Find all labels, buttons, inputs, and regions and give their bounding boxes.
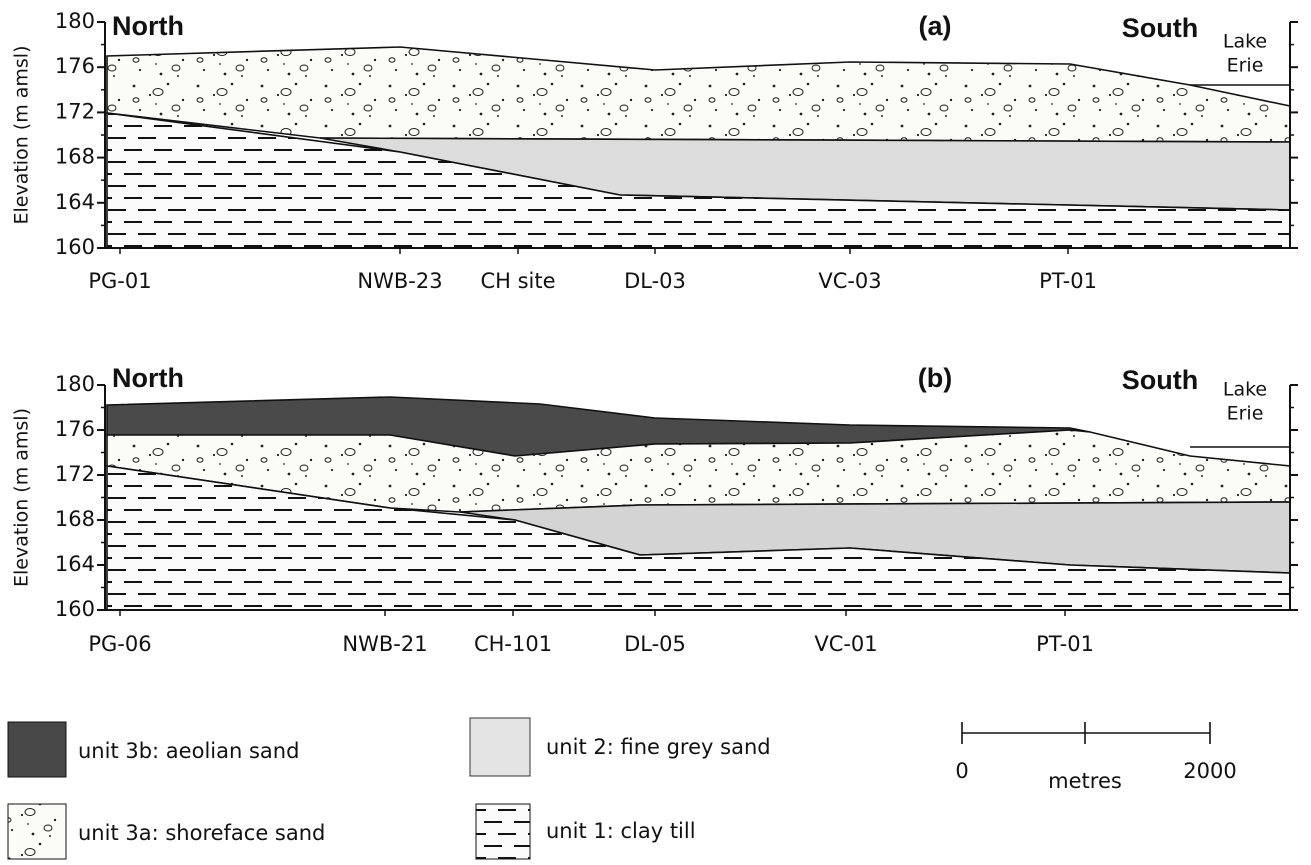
north-label: North (112, 11, 184, 41)
site-label: PG-01 (88, 269, 151, 293)
y-tick-label: 172 (55, 99, 95, 123)
site-label: DL-03 (624, 269, 686, 293)
south-label: South (1122, 13, 1198, 43)
layers-b (106, 396, 1291, 611)
site-label: NWB-23 (357, 269, 442, 293)
site-label: VC-01 (814, 632, 877, 656)
scale-line (961, 722, 1211, 744)
y-tick-label: 168 (55, 145, 95, 169)
y-tick-label: 160 (55, 235, 95, 259)
panel-label: (a) (919, 11, 952, 41)
south-label: South (1122, 365, 1198, 395)
y-tick-label: 176 (55, 417, 95, 441)
legend-label: unit 1: clay till (546, 819, 696, 843)
y-tick-label: 160 (55, 597, 95, 621)
y-tick-label: 176 (55, 54, 95, 78)
scale-end: 2000 (1183, 759, 1236, 783)
legend-swatch (469, 717, 531, 777)
y-tick-label: 168 (55, 507, 95, 531)
legend-label: unit 3a: shoreface sand (78, 821, 325, 845)
scale-unit: metres (1048, 769, 1122, 793)
layers-a (106, 46, 1291, 249)
site-label: DL-05 (624, 632, 686, 656)
panel-label: (b) (918, 363, 952, 393)
site-label: CH site (480, 269, 555, 293)
y-tick-label: 164 (55, 552, 95, 576)
site-label: CH-101 (474, 632, 552, 656)
site-label: PT-01 (1039, 269, 1097, 293)
legend-swatch (7, 721, 67, 778)
site-label: PG-06 (88, 632, 151, 656)
y-axis-label: Elevation (m amsl) (11, 408, 33, 587)
scale-bar: 0 metres 2000 (955, 722, 1237, 793)
legend-label: unit 3b: aeolian sand (78, 739, 299, 763)
legend-swatch (7, 803, 67, 860)
y-axis-label: Elevation (m amsl) (11, 46, 33, 225)
y-tick-label: 164 (55, 190, 95, 214)
lake-label: Erie (1227, 403, 1264, 425)
legend-swatch (475, 803, 531, 860)
lake-label: Lake (1223, 31, 1267, 53)
y-tick-label: 180 (55, 372, 95, 396)
y-tick-label: 180 (55, 9, 95, 33)
scale-start: 0 (955, 759, 968, 783)
north-label: North (112, 363, 184, 393)
site-label: PT-01 (1036, 632, 1094, 656)
legend-label: unit 2: fine grey sand (546, 735, 771, 759)
lake-label: Lake (1223, 379, 1267, 401)
y-tick-label: 172 (55, 462, 95, 486)
site-label: VC-03 (818, 269, 881, 293)
lake-label: Erie (1227, 55, 1264, 77)
legend: unit 3b: aeolian sand unit 2: fine grey … (7, 717, 771, 860)
site-label: NWB-21 (342, 632, 427, 656)
